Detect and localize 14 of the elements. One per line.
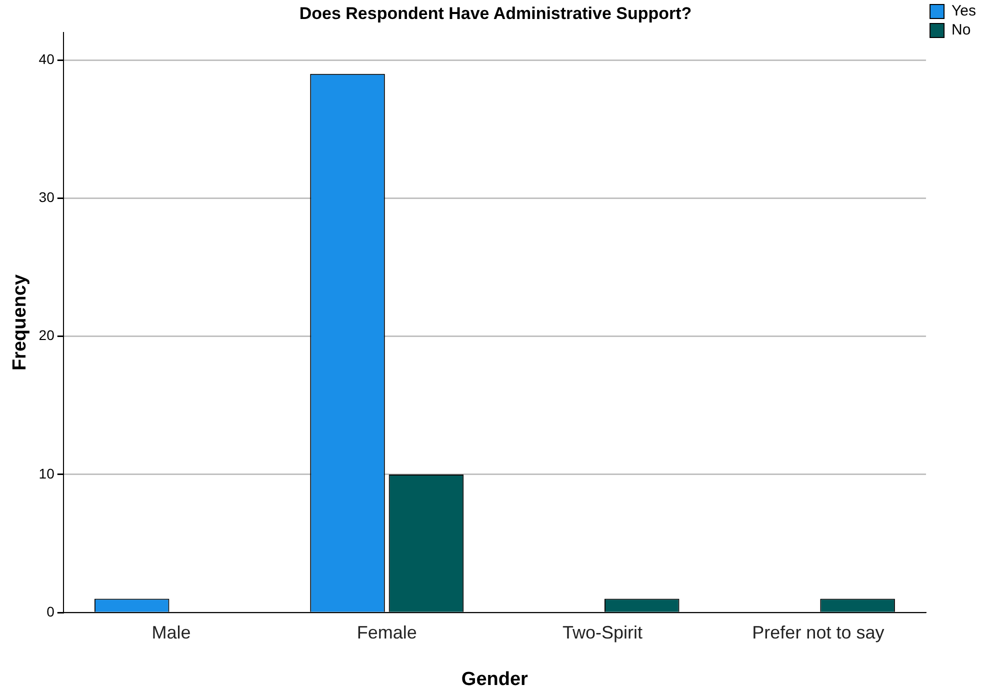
x-tick-label: Two-Spirit <box>562 622 643 642</box>
y-tick-label: 30 <box>38 189 55 206</box>
x-tick-label: Male <box>152 622 191 642</box>
y-tick-label: 40 <box>38 50 55 67</box>
chart-title: Does Respondent Have Administrative Support? <box>299 4 692 23</box>
x-axis-title: Gender <box>461 668 529 690</box>
x-tick-label: Female <box>356 622 417 642</box>
y-tick-label: 10 <box>38 465 55 482</box>
y-tick-label: 20 <box>38 327 55 344</box>
x-tick-label: Prefer not to say <box>752 622 884 642</box>
legend-label: Yes <box>952 2 976 20</box>
y-axis-title: Frequency <box>10 274 31 371</box>
y-tick-label: 0 <box>46 603 55 620</box>
legend-label: No <box>952 22 971 39</box>
